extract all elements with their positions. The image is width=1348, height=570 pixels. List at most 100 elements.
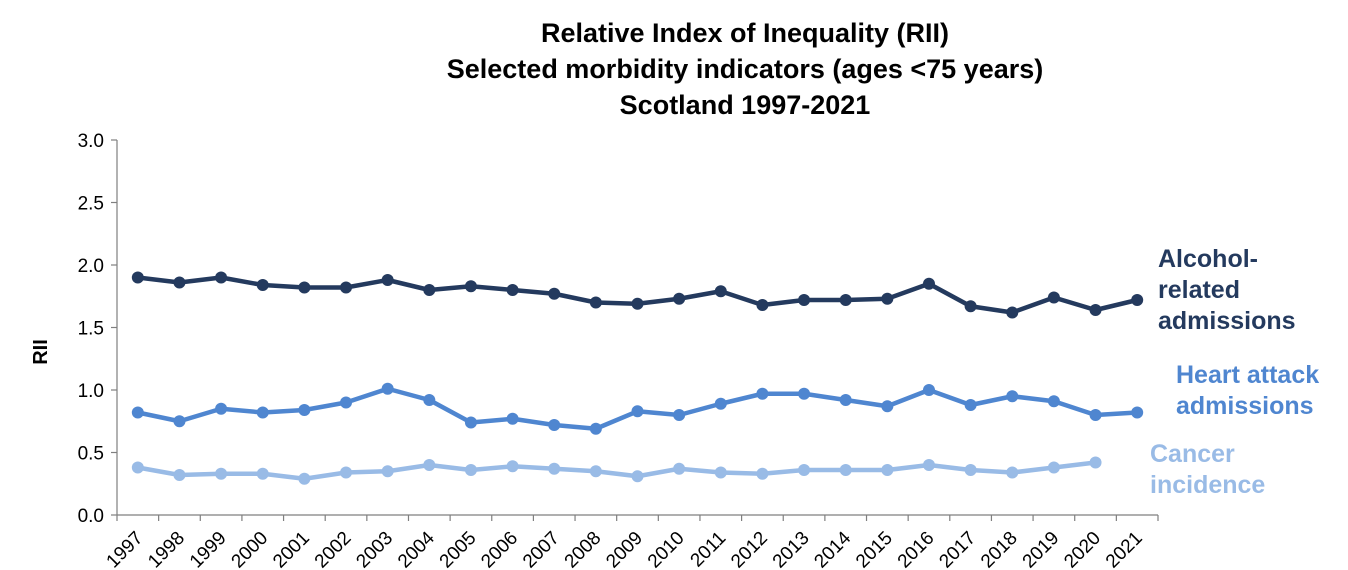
data-point — [756, 299, 769, 311]
series-1 — [131, 271, 1144, 319]
data-point — [381, 465, 394, 478]
data-point — [340, 396, 353, 409]
data-point — [340, 281, 353, 294]
x-tick-label: 2015 — [852, 528, 897, 570]
series-labels: Alcohol-related admissions Heart attack adm… — [1150, 245, 1319, 499]
x-tick-label: 2019 — [1019, 528, 1064, 570]
data-point — [1006, 306, 1019, 319]
data-point — [131, 271, 144, 284]
chart-title: Relative Index of Inequality (RII) Selec… — [447, 18, 1044, 120]
data-point — [381, 382, 394, 395]
series-label-line: incidence — [1150, 471, 1265, 499]
data-point — [964, 300, 977, 313]
data-point — [215, 402, 228, 415]
data-point — [798, 294, 811, 306]
data-point — [548, 287, 561, 300]
data-point — [464, 280, 477, 293]
data-point — [881, 292, 894, 305]
series-3 — [131, 456, 1102, 485]
data-point — [298, 281, 311, 294]
x-tick-label: 2006 — [477, 528, 522, 570]
data-point — [922, 277, 935, 290]
data-point — [298, 472, 311, 485]
data-point — [1047, 291, 1060, 304]
data-point — [839, 394, 852, 406]
data-point — [756, 387, 769, 400]
data-point — [298, 404, 311, 416]
x-tick-label: 2012 — [727, 528, 772, 570]
data-point — [464, 416, 477, 429]
x-tick-label: 2014 — [810, 527, 855, 570]
data-point — [714, 466, 727, 479]
series-line — [137, 460, 1096, 481]
y-tick-label: 0.5 — [78, 444, 104, 465]
data-point — [1089, 409, 1102, 421]
data-point — [173, 469, 186, 481]
series-label-1: Alcohol-related admissions — [1158, 245, 1296, 335]
data-point — [756, 467, 769, 480]
chart-title-line-2: Selected morbidity indicators (ages <75 … — [447, 54, 1044, 84]
x-tick-label: 2021 — [1102, 528, 1147, 570]
series-label-2: Heart attack admissions — [1176, 361, 1319, 420]
data-point — [131, 406, 144, 419]
x-tick-label: 2020 — [1060, 528, 1105, 570]
series-label-3: Cancer incidence — [1150, 440, 1265, 499]
data-point — [922, 384, 935, 396]
data-point — [589, 422, 602, 435]
data-point — [798, 387, 811, 400]
data-point — [381, 274, 394, 286]
data-point — [1131, 294, 1144, 306]
data-point — [964, 399, 977, 411]
chart-title-line-3: Scotland 1997-2021 — [620, 90, 871, 120]
data-point — [548, 462, 561, 475]
x-tick-label: 1998 — [144, 528, 189, 570]
x-tick-label: 2001 — [269, 528, 314, 570]
data-point — [506, 460, 519, 473]
data-point — [839, 294, 852, 306]
x-tick-label: 2013 — [769, 528, 814, 570]
data-point — [464, 464, 477, 476]
series-label-line: Cancer — [1150, 440, 1235, 468]
series-layer — [131, 271, 1144, 485]
data-point — [673, 462, 686, 475]
y-tick-label: 2.0 — [78, 256, 104, 277]
x-tick-label: 2007 — [519, 528, 564, 570]
data-point — [256, 406, 269, 419]
y-tick-label: 1.0 — [78, 381, 104, 402]
x-tick-label: 2009 — [602, 528, 647, 570]
data-point — [798, 464, 811, 476]
data-point — [1047, 395, 1060, 408]
data-point — [131, 461, 144, 474]
series-label-line: Alcohol- — [1158, 245, 1258, 273]
data-point — [340, 466, 353, 479]
data-point — [548, 419, 561, 431]
data-point — [173, 415, 186, 428]
data-point — [1131, 406, 1144, 419]
data-point — [1089, 304, 1102, 316]
data-point — [673, 409, 686, 421]
x-tick-label: 2016 — [894, 528, 939, 570]
data-point — [215, 467, 228, 480]
y-tick-label: 3.0 — [78, 131, 104, 152]
data-point — [1089, 456, 1102, 469]
data-point — [589, 296, 602, 309]
series-label-line: related — [1158, 276, 1240, 304]
data-point — [714, 397, 727, 410]
x-tick-label: 2002 — [311, 528, 356, 570]
axes: 0.00.51.01.52.02.53.01997199819992000200… — [78, 131, 1159, 570]
chart-title-line-1: Relative Index of Inequality (RII) — [541, 18, 949, 48]
data-point — [631, 470, 644, 483]
data-point — [631, 405, 644, 418]
data-point — [631, 297, 644, 310]
x-tick-label: 2017 — [935, 528, 980, 570]
data-point — [964, 464, 977, 476]
data-point — [1006, 466, 1019, 479]
data-point — [423, 459, 436, 471]
data-point — [1047, 461, 1060, 474]
y-axis-label: RII — [30, 339, 52, 365]
x-tick-label: 1999 — [186, 528, 231, 570]
data-point — [589, 465, 602, 478]
data-point — [506, 284, 519, 296]
data-point — [714, 285, 727, 298]
